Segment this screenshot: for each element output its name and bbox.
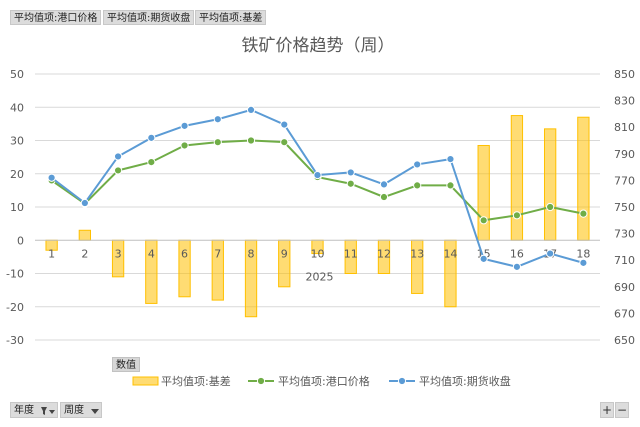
primary-tick-label: 30 xyxy=(10,135,24,148)
port-price-point xyxy=(180,141,189,150)
futures-close-point xyxy=(346,168,355,177)
futures-close-point xyxy=(213,115,222,124)
futures-close-line xyxy=(47,105,588,271)
category-labels: 12346789101112131415161718 xyxy=(48,247,590,260)
category-label: 10 xyxy=(311,247,325,260)
secondary-tick-label: 810 xyxy=(614,121,635,134)
futures-close-point xyxy=(80,198,89,208)
port-price-point xyxy=(413,181,422,190)
port-price-point xyxy=(246,136,256,145)
legend-label-basis: 平均值项:基差 xyxy=(161,374,231,388)
legend-label-port: 平均值项:港口价格 xyxy=(278,374,370,388)
category-label: 2 xyxy=(81,247,88,260)
basis-bar xyxy=(78,229,92,241)
port-price-point xyxy=(280,138,289,147)
year-field-button[interactable]: 年度 xyxy=(10,402,58,418)
futures-close-point xyxy=(579,258,588,267)
week-field-label: 周度 xyxy=(64,405,84,416)
primary-tick-label: 20 xyxy=(10,168,24,181)
category-label: 4 xyxy=(148,247,155,260)
legend-swatch-basis xyxy=(132,376,159,386)
week-field-button[interactable]: 周度 xyxy=(60,402,102,418)
port-price-point xyxy=(147,158,156,167)
pivot-filter-port-price[interactable]: 平均值项:港口价格 xyxy=(10,10,102,25)
futures-close-point xyxy=(479,254,488,263)
futures-close-point xyxy=(512,262,522,271)
futures-close-point xyxy=(47,173,56,182)
port-price-point xyxy=(579,209,588,218)
futures-close-point xyxy=(246,105,256,115)
port-price-point xyxy=(379,192,389,202)
category-label: 7 xyxy=(214,247,221,260)
category-label: 18 xyxy=(576,247,590,260)
values-field-label[interactable]: 数值 xyxy=(112,357,140,372)
legend-label-futures: 平均值项:期货收盘 xyxy=(419,374,511,388)
primary-tick-label: 50 xyxy=(10,68,24,81)
funnel-icon xyxy=(41,407,55,415)
basis-bar xyxy=(543,128,557,241)
port-price-point xyxy=(346,179,355,188)
legend: 平均值项:基差 平均值项:港口价格 平均值项:期货收盘 xyxy=(132,374,511,388)
category-label: 6 xyxy=(181,247,188,260)
category-label: 9 xyxy=(281,247,288,260)
primary-tick-label: -30 xyxy=(6,334,24,347)
gridlines xyxy=(35,73,600,341)
x-group-label: 2025 xyxy=(306,270,334,283)
futures-close-point xyxy=(113,152,123,161)
secondary-tick-label: 790 xyxy=(614,148,635,161)
chart-title: 铁矿价格趋势（周） xyxy=(242,36,395,56)
year-field-label: 年度 xyxy=(14,405,34,416)
secondary-tick-label: 830 xyxy=(614,95,635,108)
futures-close-point xyxy=(546,249,555,258)
category-label: 14 xyxy=(443,247,457,260)
futures-close-point xyxy=(313,170,322,180)
port-price-point xyxy=(479,216,488,225)
collapse-field-button[interactable]: − xyxy=(615,402,629,418)
primary-tick-label: -20 xyxy=(6,301,24,314)
secondary-tick-label: 690 xyxy=(614,281,635,294)
category-label: 1 xyxy=(48,247,55,260)
category-label: 12 xyxy=(377,247,391,260)
port-price-point xyxy=(546,202,555,212)
port-price-point xyxy=(512,211,522,220)
pivot-filter-futures-close[interactable]: 平均值项:期货收盘 xyxy=(103,10,195,25)
primary-tick-label: -10 xyxy=(6,268,24,281)
category-label: 8 xyxy=(248,247,255,260)
pivot-filter-basis[interactable]: 平均值项:基差 xyxy=(195,10,267,25)
category-label: 16 xyxy=(510,247,524,260)
futures-close-point xyxy=(280,120,289,129)
primary-tick-label: 10 xyxy=(10,201,24,214)
secondary-tick-label: 650 xyxy=(614,334,635,347)
secondary-tick-label: 730 xyxy=(614,228,635,241)
primary-axis-ticks: -30 -20 -10 0 10 20 30 40 50 xyxy=(6,68,24,347)
port-price-point xyxy=(213,138,222,147)
secondary-tick-label: 750 xyxy=(614,201,635,214)
category-label: 13 xyxy=(410,247,424,260)
legend-swatch-port-marker xyxy=(256,376,266,386)
futures-close-point xyxy=(446,155,455,164)
basis-bars xyxy=(45,115,590,318)
secondary-tick-label: 710 xyxy=(614,254,635,267)
expand-field-button[interactable]: + xyxy=(600,402,614,418)
port-price-point xyxy=(113,166,123,175)
port-price-point xyxy=(446,181,455,190)
basis-bar xyxy=(477,144,490,241)
legend-swatch-futures-marker xyxy=(397,376,407,386)
futures-close-point xyxy=(180,121,189,130)
futures-close-point xyxy=(379,180,389,189)
futures-close-point xyxy=(147,133,156,142)
secondary-tick-label: 850 xyxy=(614,68,635,81)
basis-bar xyxy=(510,115,524,241)
futures-close-point xyxy=(413,160,422,169)
secondary-axis-ticks: 650 670 690 710 730 750 770 790 810 830 850 xyxy=(614,68,635,347)
category-label: 3 xyxy=(115,247,122,260)
secondary-tick-label: 670 xyxy=(614,307,635,320)
triangle-down-icon xyxy=(91,409,99,414)
basis-bar xyxy=(577,116,590,241)
primary-tick-label: 0 xyxy=(17,234,24,247)
category-label: 11 xyxy=(344,247,358,260)
secondary-tick-label: 770 xyxy=(614,174,635,187)
primary-tick-label: 40 xyxy=(10,101,24,114)
